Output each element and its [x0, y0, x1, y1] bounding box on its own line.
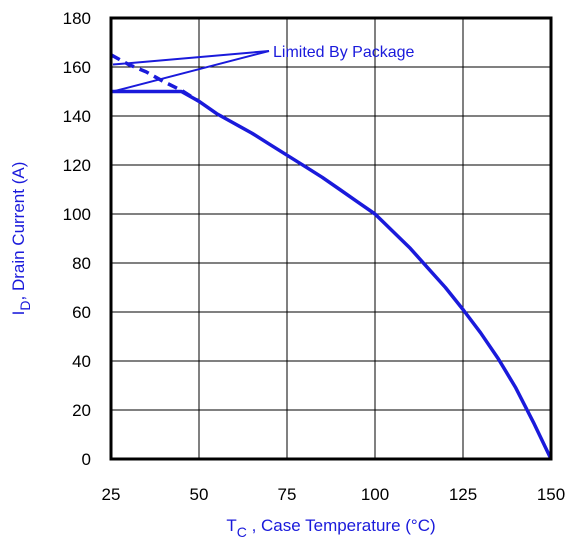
y-axis-label-main: I [9, 311, 28, 316]
x-tick-label: 150 [537, 485, 565, 504]
plot-frame [109, 16, 553, 461]
y-tick-label: 100 [63, 205, 91, 224]
grid [111, 18, 551, 459]
y-tick-label: 120 [63, 156, 91, 175]
x-tick-labels: 25 50 75 100 125 150 [102, 485, 566, 504]
x-axis-label-main: T [226, 516, 236, 535]
y-axis-label-rest: , Drain Current (A) [9, 162, 28, 301]
y-tick-label: 0 [82, 450, 91, 469]
x-tick-label: 100 [361, 485, 389, 504]
y-tick-label: 80 [72, 254, 91, 273]
y-tick-label: 60 [72, 303, 91, 322]
y-tick-label: 40 [72, 352, 91, 371]
x-tick-label: 25 [102, 485, 121, 504]
annotation-pointer-upper [112, 50, 270, 66]
y-tick-labels: 0 20 40 60 80 100 120 140 160 180 [63, 9, 91, 469]
annotation-pointer-lower [112, 50, 270, 93]
x-tick-label: 75 [278, 485, 297, 504]
x-tick-label: 125 [449, 485, 477, 504]
annotation-limited-by-package: Limited By Package [273, 44, 415, 61]
x-axis-label-rest: , Case Temperature (°C) [247, 516, 436, 535]
y-axis-label-subscript: D [17, 301, 33, 311]
y-tick-label: 140 [63, 107, 91, 126]
x-axis-label-subscript: C [237, 524, 247, 540]
y-tick-label: 160 [63, 58, 91, 77]
annotation-layer: Limited By Package [112, 44, 415, 93]
x-tick-label: 50 [190, 485, 209, 504]
y-axis-label: ID, Drain Current (A) [9, 162, 33, 316]
x-axis-label: TC , Case Temperature (°C) [226, 516, 435, 540]
y-tick-label: 180 [63, 9, 91, 28]
y-tick-label: 20 [72, 401, 91, 420]
